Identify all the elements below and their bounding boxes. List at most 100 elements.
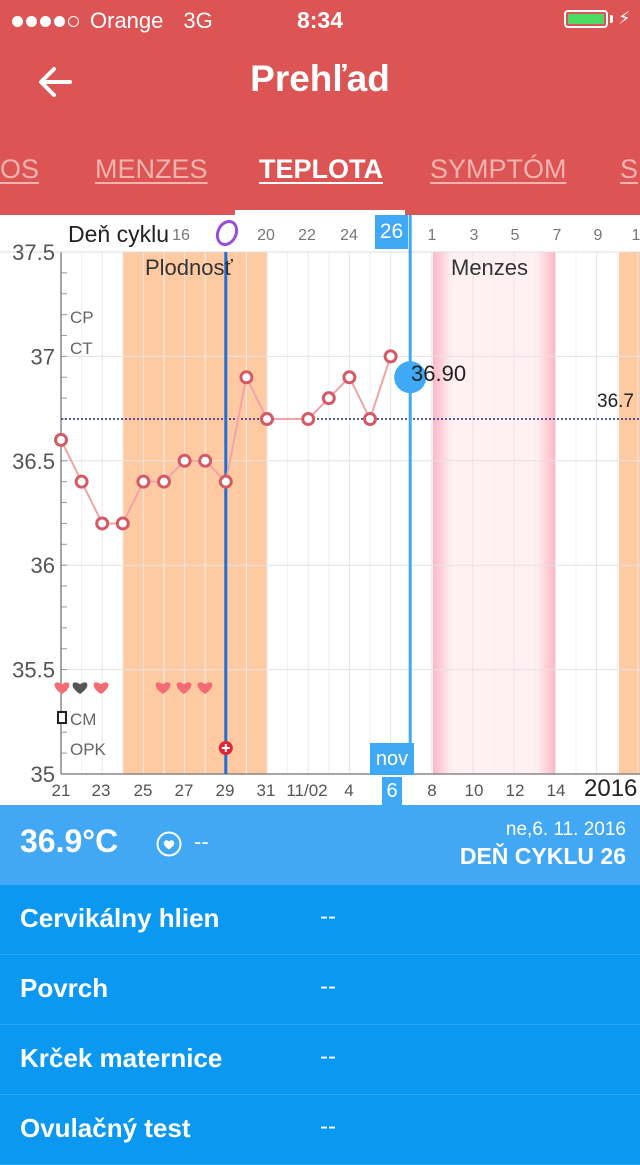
- cycle-day-axis-title: Deň cyklu: [68, 221, 169, 247]
- y-tick-label: 36: [31, 553, 55, 578]
- detail-value: --: [320, 903, 336, 930]
- signal-dot-icon: [40, 15, 51, 27]
- date-tick-label: 10: [465, 781, 484, 800]
- y-tick-label: 37: [31, 344, 55, 369]
- heart-circle-icon[interactable]: [156, 831, 182, 857]
- network-type: 3G: [183, 8, 213, 33]
- tab-bar: OS MENZES TEPLOTA SYMPTÓM S: [0, 148, 640, 215]
- tab-os[interactable]: OS: [0, 154, 40, 184]
- cm-label: CM: [70, 710, 97, 729]
- date-tick-label: 25: [134, 781, 153, 800]
- temperature-line: [60, 356, 392, 525]
- date-tick-label: 14: [547, 781, 566, 800]
- heart-icon: [176, 682, 192, 694]
- signal-dot-icon: [26, 15, 37, 27]
- signal-dot-empty-icon: [68, 15, 79, 27]
- cursor-value-label: 36.90: [411, 361, 467, 386]
- date-tick-label: 27: [175, 781, 194, 800]
- detail-label: Krček maternice: [20, 1043, 223, 1073]
- tab-s[interactable]: S: [620, 154, 639, 184]
- cycle-day-tick: 9: [594, 227, 603, 244]
- detail-row-ovulation-test[interactable]: Ovulačný test --: [0, 1095, 640, 1165]
- temperature-point: [74, 474, 89, 489]
- detail-row-surface[interactable]: Povrch --: [0, 955, 640, 1025]
- y-tick-label: 35.5: [12, 658, 55, 683]
- temperature-chart[interactable]: 37.5 37 36.5 36 35.5 35 16 20 22 24 1 3 5 7 9 1 21 23 25 27…: [0, 215, 640, 805]
- detail-label: Cervikálny hlien: [20, 903, 220, 933]
- selected-date: 6: [382, 777, 402, 805]
- summary-cycle-day: DEŇ CYKLU 26: [459, 843, 626, 869]
- heart-icon: [197, 682, 213, 694]
- detail-label: Povrch: [20, 973, 109, 1003]
- cycle-day-tick: 7: [553, 227, 562, 244]
- temperature-point: [301, 412, 316, 427]
- cycle-day-tick: 1: [428, 227, 437, 244]
- temperature-point: [115, 516, 130, 531]
- detail-label: Ovulačný test: [20, 1113, 191, 1143]
- y-tick-label: 37.5: [12, 240, 55, 265]
- selected-temperature-point: [394, 361, 427, 394]
- temperature-point: [363, 412, 377, 427]
- cycle-day-tick: 3: [470, 227, 479, 244]
- charging-icon: ⚡: [618, 8, 631, 28]
- temperature-point: [177, 453, 192, 468]
- signal-dot-icon: [12, 15, 23, 27]
- status-bar: Orange 3G 8:34 ⚡: [0, 0, 640, 40]
- detail-value: --: [320, 1043, 336, 1070]
- temperature-point: [218, 474, 233, 489]
- battery-icon: [564, 10, 608, 28]
- active-tab-indicator: [235, 210, 405, 215]
- page-title: Prehľad: [250, 58, 390, 99]
- heart-icon: [54, 682, 70, 694]
- ct-label: CT: [70, 339, 93, 358]
- cycle-day-tick: 22: [298, 227, 316, 244]
- intercourse-value: --: [194, 829, 209, 854]
- cm-marker-icon: [57, 711, 67, 724]
- cycle-day-tick: 24: [340, 227, 358, 244]
- current-temperature: 36.9°C: [20, 823, 119, 859]
- signal-dot-icon: [54, 15, 65, 27]
- opk-label: OPK: [70, 740, 106, 759]
- back-arrow-icon[interactable]: [36, 60, 80, 104]
- detail-value: --: [320, 1113, 336, 1140]
- app-header: Orange 3G 8:34 ⚡ Prehľad OS MENZES TEPLO…: [0, 0, 640, 215]
- detail-value: --: [320, 973, 336, 1000]
- tab-teplota[interactable]: TEPLOTA: [259, 154, 383, 184]
- date-tick-label: 21: [52, 781, 71, 800]
- temperature-point: [157, 474, 171, 489]
- day-summary: 36.9°C -- ne,6. 11. 2016 DEŇ CYKLU 26: [0, 805, 640, 885]
- fertile-band: [122, 252, 267, 774]
- tab-menzes[interactable]: MENZES: [95, 154, 208, 184]
- summary-date: ne,6. 11. 2016: [505, 819, 626, 840]
- ovulation-marker-icon: [215, 219, 239, 247]
- cycle-day-tick: 20: [257, 227, 275, 244]
- coverline-value-label: 36.7: [597, 391, 634, 412]
- y-tick-label: 36.5: [12, 449, 55, 474]
- temperature-point: [239, 370, 254, 385]
- temperature-point: [136, 474, 151, 489]
- temperature-point: [95, 516, 110, 531]
- period-label: Menzes: [451, 255, 529, 280]
- fertile-window-label: Plodnosť: [145, 255, 233, 280]
- detail-row-cervical-mucus[interactable]: Cervikálny hlien --: [0, 885, 640, 955]
- detail-row-cervix[interactable]: Krček maternice --: [0, 1025, 640, 1095]
- selected-month: nov: [370, 743, 414, 775]
- cp-label: CP: [70, 308, 94, 327]
- date-tick-label: 12: [506, 781, 525, 800]
- selected-cycle-day[interactable]: 26: [375, 215, 408, 249]
- heart-icon: [155, 682, 171, 694]
- date-tick-label: 23: [92, 781, 111, 800]
- temperature-point: [321, 391, 336, 406]
- date-tick-label: 11/02: [286, 781, 327, 800]
- temperature-point: [342, 370, 357, 385]
- fertile-band-next: [619, 252, 640, 774]
- temperature-point: [260, 412, 274, 427]
- cycle-day-tick: 5: [511, 227, 520, 244]
- date-tick-label: 29: [216, 781, 235, 800]
- tab-symptom[interactable]: SYMPTÓM: [430, 154, 567, 184]
- y-tick-label: 35: [31, 762, 55, 787]
- heart-icon: [72, 682, 88, 694]
- carrier-name: Orange: [90, 8, 164, 33]
- date-tick-label: 8: [427, 781, 436, 800]
